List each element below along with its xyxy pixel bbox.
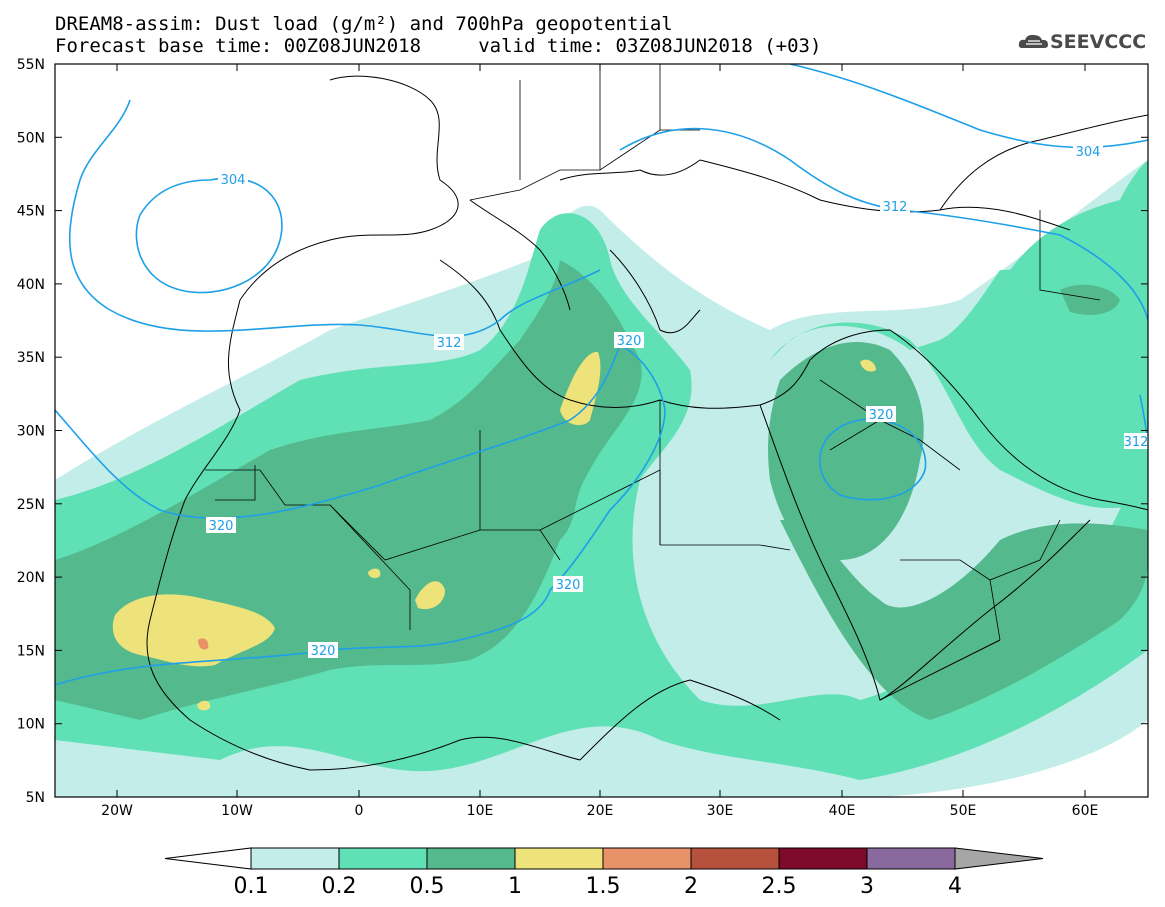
- dust-band-1f: [197, 700, 211, 711]
- chart-title-line-2: Forecast base time: 00Z08JUN2018 valid t…: [55, 35, 822, 57]
- latitude-label: 5N: [26, 790, 45, 806]
- dust-band-1e: [860, 359, 876, 372]
- longitude-label: 10W: [221, 803, 253, 819]
- dust-band-05c: [780, 520, 1148, 720]
- contour-label: 304: [1076, 145, 1101, 160]
- dust-band-02b: [770, 252, 1148, 509]
- svg-text:320: 320: [869, 408, 894, 423]
- colorbar-legend: 0.1 0.2 0.5 1 1.5 2 2.5 3 4: [164, 847, 1044, 899]
- contour-label: 312: [437, 336, 462, 351]
- latitude-label: 50N: [17, 130, 45, 146]
- longitude-label: 0: [355, 803, 364, 819]
- longitude-label: 20W: [101, 803, 133, 819]
- dust-layers: [55, 160, 1148, 797]
- contour-label: 312: [1124, 435, 1149, 450]
- dust-band-1d: [368, 568, 381, 579]
- contour-label-320-mid: 320: [866, 406, 896, 423]
- logo-text: SEEVCCC: [1050, 31, 1147, 53]
- latitude-label: 25N: [17, 497, 45, 513]
- latitude-label: 45N: [17, 204, 45, 220]
- colorbar-label: 0.2: [322, 874, 357, 899]
- colorbar-swatch: [426, 847, 516, 870]
- contour-label: 320: [556, 578, 581, 593]
- dust-band-15: [198, 638, 209, 650]
- dust-band-02c: [1010, 160, 1148, 315]
- dust-band-05d: [1060, 284, 1120, 315]
- colorbar-under-arrow: [164, 847, 252, 870]
- longitude-label: 10E: [467, 803, 494, 819]
- contour-label: 312: [883, 200, 908, 215]
- colorbar-label: 0.5: [410, 874, 445, 899]
- dust-band-1a: [560, 351, 601, 426]
- latitude-labels: 55N 50N 45N 40N 35N 30N 25N 20N 15N 10N 5N: [17, 57, 45, 806]
- colorbar-swatch: [866, 847, 956, 870]
- colorbar-swatch: [250, 847, 340, 870]
- axis-ticks: [55, 63, 1148, 798]
- latitude-label: 15N: [17, 643, 45, 659]
- contour-label: 304: [221, 173, 246, 188]
- latitude-label: 55N: [17, 57, 45, 73]
- cloud-icon: [1018, 34, 1048, 48]
- colorbar-label: 3: [860, 874, 874, 899]
- dust-band-1c: [415, 581, 445, 610]
- dust-band-1b: [112, 594, 275, 667]
- contour-label: 320: [311, 644, 336, 659]
- colorbar-label: 2.5: [762, 874, 797, 899]
- longitude-label: 60E: [1072, 803, 1099, 819]
- colorbar-swatch: [338, 847, 428, 870]
- latitude-label: 20N: [17, 570, 45, 586]
- colorbar-label: 4: [948, 874, 962, 899]
- country-borders: [205, 64, 1101, 641]
- latitude-label: 40N: [17, 277, 45, 293]
- latitude-label: 10N: [17, 717, 45, 733]
- colorbar-label: 1.5: [586, 874, 621, 899]
- longitude-label: 30E: [707, 803, 734, 819]
- colorbar-label: 2: [684, 874, 698, 899]
- longitude-label: 20E: [587, 803, 614, 819]
- colorbar-label: 0.1: [234, 874, 269, 899]
- colorbar-label: 1: [508, 874, 522, 899]
- longitude-label: 50E: [950, 803, 977, 819]
- colorbar-swatch: [602, 847, 692, 870]
- contour-label: 320: [617, 334, 642, 349]
- dust-band-05b: [768, 341, 924, 560]
- longitude-label: 40E: [829, 803, 856, 819]
- contour-label: 320: [209, 519, 234, 534]
- latitude-label: 35N: [17, 350, 45, 366]
- latitude-label: 30N: [17, 424, 45, 440]
- colorbar-swatch: [690, 847, 780, 870]
- chart-title-line-1: DREAM8-assim: Dust load (g/m²) and 700hP…: [55, 13, 673, 35]
- contour-labels: 304 312 320 320 320 320 304 312 312: [206, 143, 1148, 659]
- longitude-labels: 20W 10W 0 10E 20E 30E 40E 50E 60E: [101, 803, 1098, 819]
- colorbar-swatch: [514, 847, 604, 870]
- colorbar-over-arrow: [954, 847, 1044, 870]
- colorbar-swatch: [778, 847, 868, 870]
